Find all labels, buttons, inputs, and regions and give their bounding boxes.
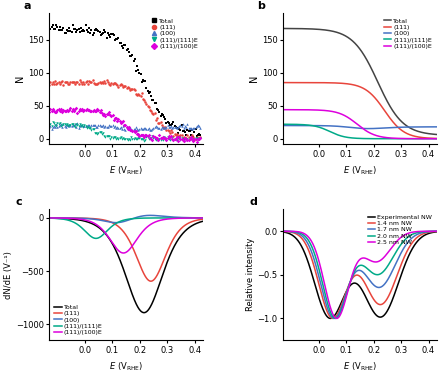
X-axis label: $E\ \mathregular{(V_{RHE})}$: $E\ \mathregular{(V_{RHE})}$ [109,360,143,373]
Y-axis label: Relative intensity: Relative intensity [246,238,254,311]
Legend: Total, (111), (100), (111)/(111)E, (111)/(100)E: Total, (111), (100), (111)/(111)E, (111)… [382,16,434,51]
Y-axis label: N: N [249,75,259,82]
Legend: Experimental NW, 1.4 nm NW, 1.7 nm NW, 2.0 nm NW, 2.5 nm NW: Experimental NW, 1.4 nm NW, 1.7 nm NW, 2… [366,212,434,247]
Y-axis label: N: N [15,75,25,82]
X-axis label: $E\ \mathregular{(V_{RHE})}$: $E\ \mathregular{(V_{RHE})}$ [109,164,143,177]
Text: c: c [15,197,22,208]
Text: b: b [257,1,265,11]
Text: a: a [23,1,30,11]
Text: d: d [249,197,257,208]
X-axis label: $E\ \mathregular{(V_{RHE})}$: $E\ \mathregular{(V_{RHE})}$ [343,164,377,177]
Legend: Total, (111), (100), (111)/(111)E, (111)/(100)E: Total, (111), (100), (111)/(111)E, (111)… [52,303,104,337]
Y-axis label: dN/dE (V⁻¹): dN/dE (V⁻¹) [4,251,13,299]
X-axis label: $E\ \mathregular{(V_{RHE})}$: $E\ \mathregular{(V_{RHE})}$ [343,360,377,373]
Legend: Total, (111), (100), (111)/(111)E, (111)/(100)E: Total, (111), (100), (111)/(111)E, (111)… [149,16,200,51]
